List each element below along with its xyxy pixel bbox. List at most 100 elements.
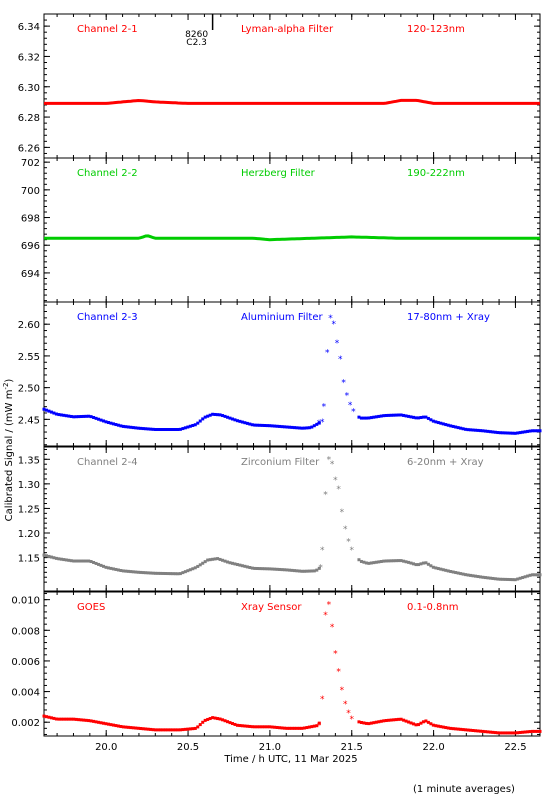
panel-channel-label: Channel 2-1 bbox=[77, 24, 138, 35]
data-point bbox=[444, 568, 448, 572]
data-point bbox=[501, 431, 505, 435]
data-point bbox=[382, 559, 386, 563]
panel-2: 694 696 698 700 702 Channel 2-2 Herzberg Filte… bbox=[21, 157, 541, 303]
data-point bbox=[203, 560, 207, 564]
data-point bbox=[230, 417, 234, 421]
data-point bbox=[290, 425, 294, 429]
data-point bbox=[198, 419, 202, 423]
data-point bbox=[377, 414, 381, 418]
data-point bbox=[79, 415, 83, 419]
data-point bbox=[106, 722, 110, 726]
data-point: * bbox=[323, 611, 328, 621]
data-point bbox=[87, 719, 91, 723]
data-point bbox=[275, 567, 279, 571]
data-point bbox=[116, 568, 120, 572]
data-point bbox=[52, 411, 56, 415]
data-point bbox=[419, 721, 423, 725]
data-point bbox=[233, 722, 237, 726]
data-point bbox=[99, 563, 103, 567]
data-point bbox=[454, 727, 458, 731]
data-point bbox=[82, 718, 86, 722]
data-point bbox=[394, 718, 398, 722]
data-point bbox=[367, 722, 371, 726]
data-point bbox=[404, 719, 408, 723]
data-point bbox=[446, 726, 450, 730]
data-point bbox=[307, 725, 311, 729]
data-point bbox=[498, 577, 502, 581]
data-point bbox=[374, 720, 378, 724]
data-point bbox=[134, 570, 138, 574]
data-point bbox=[121, 725, 125, 729]
data-point bbox=[102, 419, 106, 423]
data-point bbox=[206, 414, 210, 418]
data-point bbox=[211, 412, 215, 416]
data-point bbox=[191, 567, 195, 571]
data-point bbox=[528, 429, 532, 433]
data-point bbox=[496, 577, 500, 581]
data-point bbox=[114, 724, 118, 728]
data-point bbox=[104, 722, 108, 726]
data-point bbox=[106, 566, 110, 570]
data-point bbox=[159, 728, 163, 732]
x-tick-label: 20.0 bbox=[95, 742, 117, 753]
data-point bbox=[444, 726, 448, 730]
data-point bbox=[94, 561, 98, 565]
data-point bbox=[243, 421, 247, 425]
data-point bbox=[82, 559, 86, 563]
panel-channel-label: Channel 2-2 bbox=[77, 168, 138, 179]
data-point bbox=[44, 715, 48, 719]
data-point bbox=[201, 417, 205, 421]
data-point bbox=[119, 568, 123, 572]
data-point bbox=[240, 724, 244, 728]
data-point bbox=[431, 723, 435, 727]
data-point bbox=[372, 561, 376, 565]
data-point bbox=[97, 417, 101, 421]
data-point bbox=[223, 719, 227, 723]
data-point bbox=[508, 431, 512, 435]
y-tick-label: 1.30 bbox=[18, 480, 40, 491]
data-point bbox=[533, 573, 537, 577]
data-point bbox=[439, 725, 443, 729]
data-point bbox=[228, 561, 232, 565]
data-point bbox=[253, 423, 257, 427]
data-point bbox=[74, 415, 78, 419]
series: *********** bbox=[42, 600, 542, 735]
data-point bbox=[297, 426, 301, 430]
data-point bbox=[459, 572, 463, 576]
data-point bbox=[377, 720, 381, 724]
data-point bbox=[226, 720, 230, 724]
y-tick-label: 1.35 bbox=[18, 455, 40, 466]
data-point bbox=[72, 717, 76, 721]
data-point bbox=[290, 568, 294, 572]
data-point bbox=[531, 729, 535, 733]
data-point bbox=[402, 718, 406, 722]
data-point bbox=[156, 571, 160, 575]
data-point bbox=[297, 726, 301, 730]
data-point bbox=[357, 415, 361, 419]
data-point: * bbox=[343, 700, 348, 710]
data-point bbox=[77, 718, 81, 722]
data-point bbox=[518, 576, 522, 580]
data-point bbox=[164, 728, 168, 732]
data-point bbox=[111, 723, 115, 727]
data-point bbox=[159, 571, 163, 575]
y-axis-title-sup: -2 bbox=[2, 383, 10, 390]
data-point bbox=[528, 573, 532, 577]
data-point bbox=[144, 571, 148, 575]
series bbox=[44, 98, 540, 105]
data-point bbox=[82, 414, 86, 418]
data-point: * bbox=[328, 314, 333, 324]
data-point bbox=[154, 571, 158, 575]
y-axis-title-close: ) bbox=[4, 379, 15, 383]
data-point bbox=[226, 415, 230, 419]
data-point: * bbox=[331, 320, 336, 330]
data-point bbox=[518, 730, 522, 734]
data-point bbox=[283, 568, 287, 572]
data-point bbox=[302, 426, 306, 430]
data-point bbox=[464, 573, 468, 577]
data-point bbox=[392, 413, 396, 417]
data-point: * bbox=[333, 649, 338, 659]
data-point bbox=[414, 723, 418, 727]
panel-band-label: 6-20nm + Xray bbox=[407, 457, 484, 468]
data-point bbox=[273, 567, 277, 571]
